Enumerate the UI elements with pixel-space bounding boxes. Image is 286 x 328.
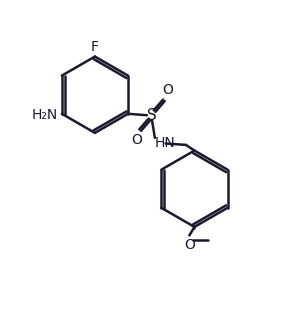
Text: O: O bbox=[162, 83, 173, 97]
Text: H₂N: H₂N bbox=[31, 108, 57, 122]
Text: S: S bbox=[147, 108, 157, 123]
Text: O: O bbox=[184, 238, 195, 252]
Text: O: O bbox=[131, 133, 142, 147]
Text: HN: HN bbox=[155, 136, 176, 151]
Text: F: F bbox=[91, 40, 99, 54]
